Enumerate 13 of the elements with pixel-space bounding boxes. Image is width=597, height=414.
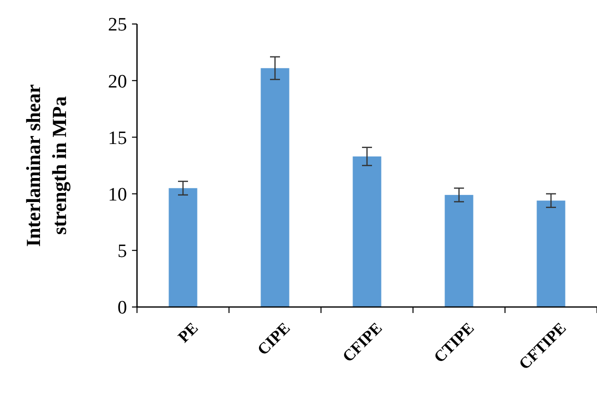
bar — [168, 188, 198, 307]
y-tick-label: 0 — [118, 298, 127, 319]
y-axis-title: Interlaminar shear strength in MPa — [23, 84, 71, 247]
bar — [260, 68, 290, 307]
y-tick-label: 20 — [108, 71, 127, 92]
x-tick-label: PE — [175, 320, 202, 346]
bar — [444, 194, 474, 307]
y-tick-label: 25 — [108, 14, 127, 36]
bar — [536, 200, 566, 307]
y-tick-label: 10 — [108, 184, 127, 206]
y-tick-label: 15 — [108, 128, 127, 149]
bar — [352, 156, 382, 307]
y-tick-label: 5 — [118, 241, 127, 262]
